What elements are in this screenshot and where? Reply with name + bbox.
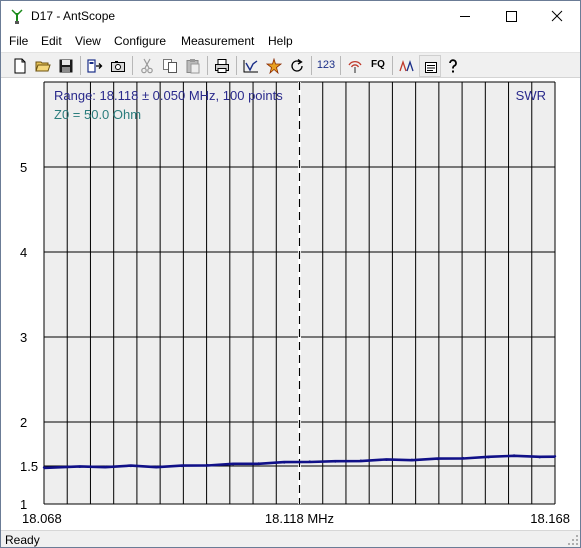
menu-view[interactable]: View	[75, 34, 101, 48]
menu-configure[interactable]: Configure	[114, 34, 167, 48]
menu-measurement[interactable]: Measurement	[181, 34, 255, 48]
swr-point	[283, 461, 286, 464]
swr-point	[385, 458, 388, 461]
print-icon	[215, 59, 229, 73]
swr-point	[512, 454, 516, 457]
swr-point	[410, 458, 414, 461]
status-bar: Ready	[1, 530, 580, 547]
trace-layer	[42, 454, 557, 470]
swr-point	[538, 456, 541, 459]
y-tick-label: 4	[20, 245, 27, 260]
markers-button[interactable]	[396, 55, 418, 77]
status-text: Ready	[5, 533, 40, 547]
measure-icon	[266, 58, 282, 74]
antenna-app-icon	[9, 8, 25, 24]
minimize-button[interactable]	[442, 1, 488, 31]
help-icon	[449, 59, 457, 73]
menu-bar: File Edit View Configure Measurement Hel…	[1, 31, 580, 52]
export-icon	[87, 59, 103, 73]
swr-point	[155, 465, 158, 468]
chart-button[interactable]	[240, 55, 262, 77]
swr-point	[461, 456, 465, 460]
y-tick-label: 5	[20, 160, 27, 175]
new-button[interactable]	[9, 55, 31, 77]
y-tick-label: 1.5	[20, 459, 38, 474]
refresh-icon	[291, 58, 303, 72]
range-label: Range: 18.118 ± 0.050 MHz, 100 points	[54, 88, 283, 103]
swr-point	[436, 457, 439, 461]
swr-point	[334, 460, 337, 463]
cut-button[interactable]	[136, 55, 158, 77]
swr-point	[104, 465, 107, 468]
maximize-button[interactable]	[488, 1, 534, 31]
mode-label: SWR	[516, 88, 546, 103]
minimize-icon	[460, 16, 470, 17]
close-button[interactable]	[534, 1, 580, 31]
numbers-icon: 123	[316, 59, 336, 71]
save-button[interactable]	[55, 55, 77, 77]
list-icon	[425, 62, 437, 73]
menu-edit[interactable]: Edit	[41, 34, 62, 48]
x-tick-label: 18.118 MHz	[265, 511, 334, 526]
list-button[interactable]	[419, 55, 441, 77]
measure-button[interactable]	[263, 55, 285, 77]
camera-icon	[111, 61, 125, 72]
snapshot-button[interactable]	[107, 55, 129, 77]
open-button[interactable]	[32, 55, 54, 77]
menu-help[interactable]: Help	[268, 34, 293, 48]
swr-point	[42, 466, 46, 469]
paste-button[interactable]	[182, 55, 204, 77]
swr-point	[308, 460, 311, 463]
new-file-icon	[14, 58, 26, 74]
swr-point	[231, 463, 235, 466]
y-tick-label: 3	[20, 330, 27, 345]
swr-point	[553, 455, 557, 458]
frequency-button[interactable]: FQ	[367, 55, 389, 77]
swr-point	[78, 465, 82, 468]
close-icon	[551, 10, 563, 22]
print-button[interactable]	[211, 55, 233, 77]
numbers-button[interactable]: 123	[315, 55, 337, 77]
swr-point	[487, 456, 490, 459]
vertical-gridlines	[43, 82, 556, 504]
copy-button[interactable]	[159, 55, 181, 77]
y-tick-labels: 1 1.5 2 3 4 5	[20, 160, 38, 512]
swr-point	[206, 463, 209, 467]
title-bar[interactable]: D17 - AntScope	[1, 1, 580, 31]
antenna-icon	[348, 61, 362, 73]
toolbar: 123 FQ	[1, 52, 580, 78]
menu-file[interactable]: File	[9, 34, 29, 48]
y-tick-label: 2	[20, 415, 27, 430]
y-tick-label: 1	[20, 497, 27, 512]
refresh-button[interactable]	[286, 55, 308, 77]
resize-grip-icon[interactable]	[567, 534, 579, 546]
open-folder-icon	[35, 61, 51, 72]
save-icon	[59, 59, 73, 73]
swr-point	[129, 464, 133, 468]
swr-point	[257, 462, 260, 465]
maximize-icon	[506, 11, 517, 22]
swr-chart[interactable]: 1 1.5 2 3 4 5 18.068 18.118 MHz 18.168 Range: 1…	[1, 78, 580, 530]
frequency-icon: FQ	[371, 59, 385, 70]
chart-icon	[243, 60, 258, 73]
x-tick-labels: 18.068 18.118 MHz 18.168	[22, 511, 570, 526]
x-tick-label: 18.068	[22, 511, 62, 526]
swr-point	[359, 459, 362, 462]
antenna-button[interactable]	[344, 55, 366, 77]
markers-icon	[399, 59, 414, 72]
copy-icon	[163, 59, 177, 73]
export-button[interactable]	[84, 55, 106, 77]
paste-icon	[186, 59, 200, 74]
window-title: D17 - AntScope	[31, 9, 116, 23]
cut-icon	[141, 58, 153, 74]
help-button[interactable]	[442, 55, 464, 77]
z0-label: Z0 = 50.0 Ohm	[54, 107, 141, 122]
x-tick-label: 18.168	[530, 511, 570, 526]
plot-area[interactable]: 1 1.5 2 3 4 5 18.068 18.118 MHz 18.168 Range: 1…	[1, 78, 580, 530]
swr-point	[180, 464, 184, 468]
